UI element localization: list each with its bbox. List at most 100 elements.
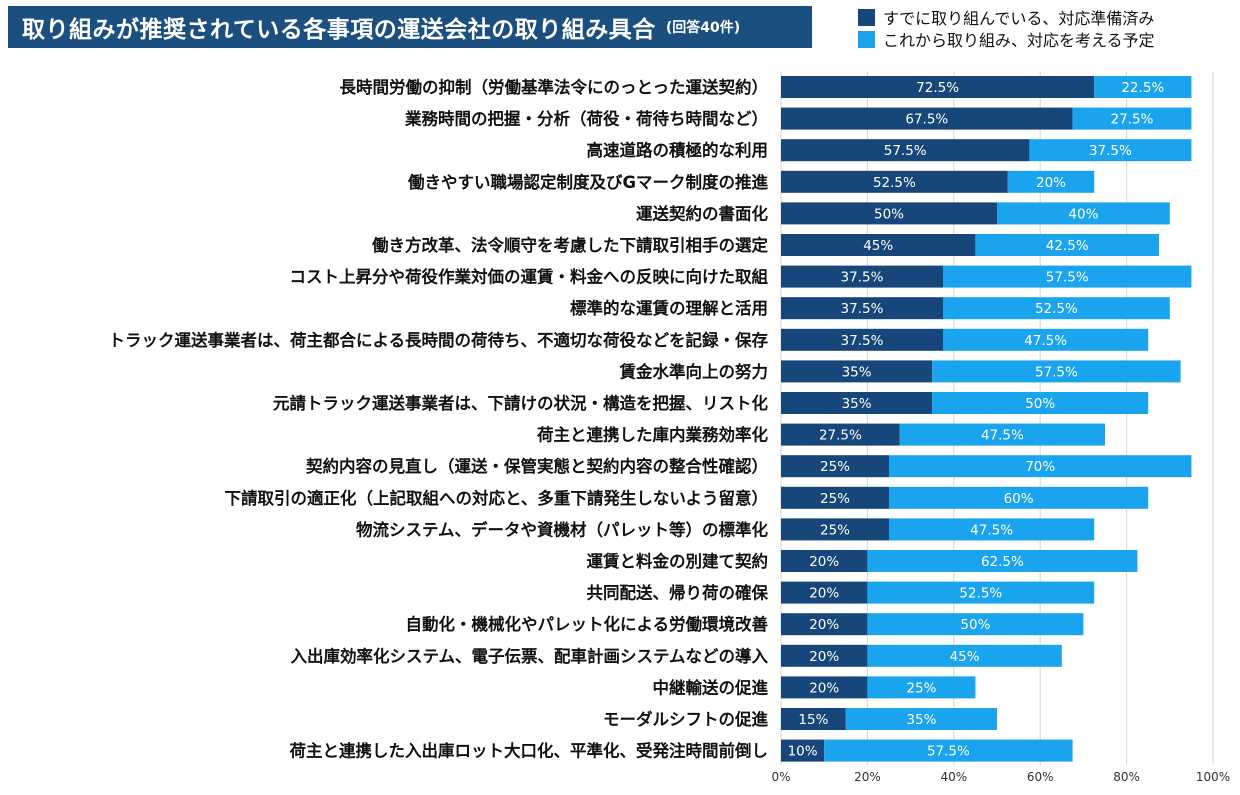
- data-label-planned: 47.5%: [1024, 333, 1067, 349]
- bar-planned: [1072, 107, 1192, 130]
- data-label-planned: 50%: [1025, 396, 1055, 412]
- bar-planned: [1029, 139, 1192, 162]
- legend: すでに取り組んでいる、対応準備済み これから取り組み、対応を考える予定: [858, 6, 1155, 50]
- legend-swatch-planned: [858, 30, 875, 48]
- bar-done: [781, 455, 889, 478]
- data-label-planned: 70%: [1025, 459, 1055, 475]
- bar-done: [781, 644, 868, 667]
- chart-title: 取り組みが推奨されている各事項の運送会社の取り組み具合: [22, 17, 656, 43]
- category-label: 荷主と連携した入出庫ロット大口化、平準化、受発注時間前倒し: [290, 741, 769, 761]
- data-label-done: 20%: [809, 649, 839, 665]
- bar-planned: [824, 739, 1073, 762]
- data-label-done: 20%: [809, 617, 839, 633]
- bar-planned: [867, 644, 1062, 667]
- x-tick-label: 0%: [771, 770, 790, 784]
- bar-planned: [997, 202, 1170, 225]
- data-label-done: 72.5%: [916, 80, 959, 96]
- bar-planned: [867, 550, 1138, 572]
- data-label-planned: 47.5%: [981, 428, 1024, 444]
- bar-planned: [899, 423, 1105, 446]
- data-label-planned: 27.5%: [1111, 112, 1154, 128]
- data-label-done: 25%: [820, 459, 850, 475]
- bar-done: [781, 202, 997, 225]
- legend-item-planned: これから取り組み、対応を考える予定: [858, 28, 1155, 50]
- bar-done: [781, 328, 943, 351]
- bar-done: [781, 550, 868, 572]
- data-label-planned: 52.5%: [959, 586, 1002, 602]
- legend-item-done: すでに取り組んでいる、対応準備済み: [858, 6, 1155, 28]
- data-label-done: 20%: [809, 554, 839, 570]
- bar-done: [781, 107, 1073, 130]
- data-label-planned: 57.5%: [1046, 270, 1089, 286]
- category-label: 中継輸送の促進: [653, 677, 769, 697]
- bar-done: [781, 676, 868, 699]
- data-label-planned: 52.5%: [1035, 301, 1078, 317]
- data-label-planned: 35%: [906, 712, 936, 728]
- data-label-done: 35%: [842, 396, 872, 412]
- category-label: 賃金水準向上の努力: [619, 361, 769, 381]
- category-label: 物流システム、データや資機材（パレット等）の標準化: [356, 519, 769, 539]
- data-label-planned: 25%: [906, 680, 936, 696]
- bar-done: [781, 518, 889, 541]
- category-label: 業務時間の把握・分析（荷役・荷待ち時間など）: [405, 109, 768, 129]
- category-label: 入出庫効率化システム、電子伝票、配車計画システムなどの導入: [290, 646, 768, 666]
- category-label: 自動化・機械化やパレット化による労働環境改善: [405, 614, 768, 634]
- data-label-planned: 22.5%: [1121, 80, 1164, 96]
- data-label-done: 50%: [874, 206, 904, 222]
- category-label: トラック運送事業者は、荷主都合による長時間の荷待ち、不適切な荷役などを記録・保存: [108, 330, 768, 350]
- bar-planned: [943, 328, 1149, 351]
- category-label: 共同配送、帰り荷の確保: [587, 583, 769, 603]
- data-label-done: 67.5%: [905, 112, 948, 128]
- bar-done: [781, 265, 943, 288]
- category-label: 下請取引の適正化（上記取組への対応と、多重下請発生しないよう留意）: [224, 488, 768, 508]
- data-label-planned: 20%: [1036, 175, 1066, 191]
- data-label-done: 15%: [798, 712, 828, 728]
- data-label-done: 37.5%: [841, 270, 884, 286]
- bar-done: [781, 486, 889, 509]
- data-label-planned: 57.5%: [927, 744, 970, 760]
- bar-done: [781, 234, 976, 256]
- data-label-done: 37.5%: [841, 333, 884, 349]
- chart-subtitle: (回答40件): [665, 20, 741, 36]
- category-label: 運送契約の書面化: [636, 203, 769, 223]
- legend-swatch-done: [858, 8, 875, 26]
- x-tick-label: 40%: [940, 770, 967, 784]
- category-label: 働き方改革、法令順守を考慮した下請取引相手の選定: [371, 235, 769, 255]
- data-label-planned: 62.5%: [981, 554, 1024, 570]
- category-label: モーダルシフトの促進: [603, 709, 769, 729]
- data-label-done: 20%: [809, 586, 839, 602]
- bar-planned: [943, 297, 1170, 320]
- bar-done: [781, 392, 933, 414]
- bar-done: [781, 613, 868, 636]
- bar-planned: [889, 518, 1095, 541]
- category-label: コスト上昇分や荷役作業対価の運賃・料金への反映に向けた取組: [290, 267, 769, 287]
- category-label: 元請トラック運送事業者は、下請けの状況・構造を把握、リスト化: [273, 393, 769, 413]
- bar-planned: [867, 581, 1095, 604]
- chart-title-banner: 取り組みが推奨されている各事項の運送会社の取り組み具合 (回答40件): [8, 6, 812, 48]
- data-label-planned: 40%: [1068, 206, 1098, 222]
- bar-done: [781, 581, 868, 604]
- data-label-done: 35%: [842, 364, 872, 380]
- legend-label-planned: これから取り組み、対応を考える予定: [883, 31, 1155, 50]
- bar-planned: [867, 613, 1084, 636]
- category-label: 働きやすい職場認定制度及びGマーク制度の推進: [407, 172, 769, 192]
- x-tick-label: 60%: [1027, 770, 1054, 784]
- bar-done: [781, 360, 933, 383]
- data-label-done: 10%: [788, 744, 818, 760]
- data-label-done: 25%: [820, 522, 850, 538]
- data-label-done: 52.5%: [873, 175, 916, 191]
- bar-planned: [867, 676, 976, 699]
- data-label-planned: 60%: [1004, 491, 1034, 507]
- bar-planned: [1007, 170, 1095, 193]
- bar-planned: [889, 486, 1149, 509]
- bar-planned: [943, 265, 1192, 288]
- x-tick-label: 100%: [1196, 770, 1230, 784]
- category-label: 荷主と連携した庫内業務効率化: [537, 425, 769, 445]
- data-label-planned: 47.5%: [970, 522, 1013, 538]
- bar-done: [781, 76, 1095, 98]
- data-label-planned: 50%: [960, 617, 990, 633]
- data-label-done: 57.5%: [884, 143, 927, 159]
- bar-done: [781, 170, 1008, 193]
- data-label-done: 25%: [820, 491, 850, 507]
